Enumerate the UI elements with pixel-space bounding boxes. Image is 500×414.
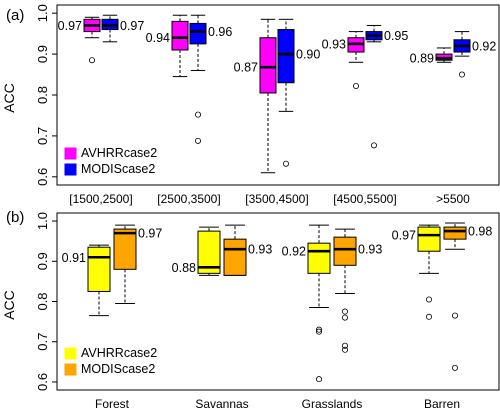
median-value-label: 0.92 — [282, 245, 306, 259]
y-tick-label: 1.0 — [35, 212, 50, 230]
legend-swatch — [64, 147, 77, 160]
outlier-point — [352, 83, 359, 90]
median-value-label: 0.93 — [358, 243, 382, 257]
outlier-point — [315, 376, 322, 383]
outlier-point — [451, 364, 458, 371]
box-avhrrcase2 — [197, 230, 221, 274]
y-tick-label: 0.6 — [35, 168, 50, 186]
box-modiscase2 — [189, 22, 207, 45]
median-value-label: 0.97 — [58, 19, 82, 33]
x-tick-label: [2500,3500] — [157, 192, 220, 206]
x-tick-label: >5500 — [436, 192, 470, 206]
median-value-label: 0.90 — [296, 48, 320, 62]
outlier-point — [341, 308, 348, 315]
x-tick-label: Grasslands — [302, 397, 363, 411]
box-modiscase2 — [277, 29, 295, 84]
median-value-label: 0.92 — [472, 39, 496, 53]
box-avhrrcase2 — [417, 226, 441, 252]
panel-a-label: (a) — [6, 7, 24, 24]
legend-label: MODIScase2 — [81, 362, 155, 376]
outlier-point — [282, 160, 289, 167]
outlier-point — [451, 312, 458, 319]
median-value-label: 0.94 — [146, 31, 170, 45]
legend-swatch — [64, 347, 77, 360]
median-value-label: 0.97 — [138, 227, 162, 241]
panel-a-y-axis-label: ACC — [1, 83, 17, 113]
median-value-label: 0.91 — [62, 251, 86, 265]
outlier-point — [194, 137, 201, 144]
outlier-point — [370, 142, 377, 149]
outlier-point — [315, 328, 322, 335]
median-value-label: 0.87 — [234, 61, 258, 75]
outlier-point — [341, 342, 348, 349]
outlier-point — [341, 314, 348, 321]
box-avhrrcase2 — [307, 242, 331, 274]
outlier-point — [315, 326, 322, 333]
median-value-label: 0.93 — [248, 243, 272, 257]
x-tick-label: [4500,5500] — [333, 192, 396, 206]
x-tick-label: Forest — [95, 397, 130, 411]
y-tick-label: 0.9 — [35, 45, 50, 63]
median-value-label: 0.98 — [468, 225, 492, 239]
median-value-label: 0.88 — [172, 261, 196, 275]
panel-b-y-axis-label: ACC — [1, 290, 17, 320]
box-modiscase2 — [113, 228, 137, 270]
outlier-point — [194, 111, 201, 118]
box-avhrrcase2 — [171, 20, 189, 51]
box-modiscase2 — [333, 236, 357, 266]
y-tick-label: 0.9 — [35, 252, 50, 270]
y-tick-label: 0.7 — [35, 127, 50, 145]
box-modiscase2 — [223, 238, 247, 276]
legend-label: AVHRRcase2 — [81, 346, 157, 360]
box-modiscase2 — [443, 226, 467, 240]
y-tick-label: 0.8 — [35, 86, 50, 104]
legend-label: AVHRRcase2 — [81, 146, 157, 160]
legend-label: MODIScase2 — [81, 162, 155, 176]
median-value-label: 0.97 — [392, 229, 416, 243]
x-tick-label: Barren — [424, 397, 460, 411]
outlier-point — [425, 296, 432, 303]
outlier-point — [425, 313, 432, 320]
x-tick-label: [3500,4500] — [245, 192, 308, 206]
y-tick-label: 0.8 — [35, 292, 50, 310]
box-avhrrcase2 — [87, 246, 111, 292]
y-tick-label: 0.6 — [35, 373, 50, 391]
x-tick-label: Savannas — [195, 397, 248, 411]
outlier-point — [89, 57, 96, 64]
median-value-label: 0.93 — [322, 37, 346, 51]
panel-b-label: (b) — [6, 209, 24, 226]
legend-swatch — [64, 363, 77, 376]
median-value-label: 0.97 — [120, 19, 144, 33]
median-value-label: 0.96 — [208, 25, 232, 39]
box-avhrrcase2 — [259, 37, 277, 94]
panel-b: (b) ACC 0.6 0.7 0.8 0.9 1.0 Forest 0.91 0.97 Sav… — [1, 209, 500, 411]
median-value-label: 0.95 — [384, 29, 408, 43]
outlier-point — [341, 346, 348, 353]
y-tick-label: 1.0 — [35, 4, 50, 22]
median-value-label: 0.89 — [410, 52, 434, 66]
outlier-point — [458, 71, 465, 78]
y-tick-label: 0.7 — [35, 333, 50, 351]
x-tick-label: [1500,2500] — [69, 192, 132, 206]
legend-swatch — [64, 163, 77, 176]
panel-a: (a) ACC 0.60.70.80.91.0[1500,2500]0.97 0.… — [1, 4, 500, 206]
